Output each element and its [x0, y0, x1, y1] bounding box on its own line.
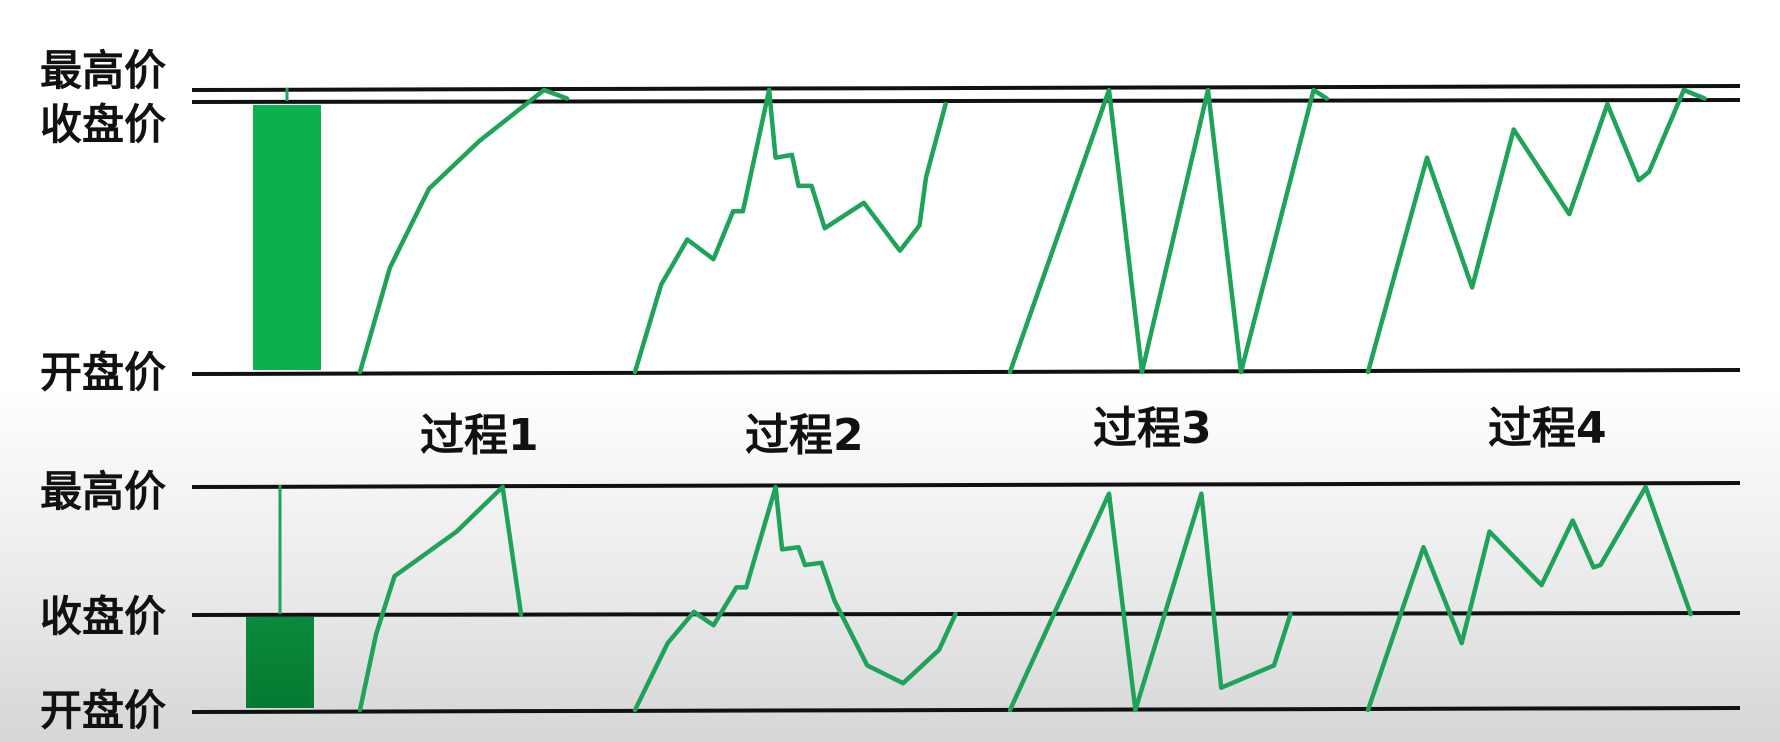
top-high-line [191, 84, 1741, 92]
process-4-label: 过程4 [1488, 403, 1607, 454]
top-process-3-path [1007, 87, 1330, 375]
bottom-candle-body [246, 617, 314, 708]
process-2-label: 过程2 [745, 410, 864, 461]
bottom-open-line [191, 706, 1741, 714]
bottom-high-line [191, 481, 1741, 489]
bottom-close-line [191, 611, 1741, 617]
process-3-label: 过程3 [1093, 403, 1212, 454]
process-1-label: 过程1 [420, 410, 539, 461]
bottom-process-1-path [357, 484, 524, 713]
top-close-label: 收盘价 [40, 100, 167, 149]
top-open-label: 开盘价 [40, 348, 167, 397]
top-process-1-path [357, 87, 570, 375]
bottom-open-label: 开盘价 [40, 686, 167, 735]
bottom-process-4-path [1365, 484, 1693, 713]
top-process-4-path [1365, 87, 1707, 375]
top-high-label: 最高价 [40, 46, 167, 95]
bottom-close-label: 收盘价 [40, 592, 167, 641]
bottom-process-3-path [1007, 491, 1293, 713]
bottom-high-label: 最高价 [40, 467, 167, 516]
bottom-process-2-path [632, 484, 958, 713]
top-close-line [191, 98, 1741, 104]
top-candle-body [253, 105, 321, 370]
top-process-2-path [632, 87, 948, 375]
top-open-line [191, 368, 1741, 376]
